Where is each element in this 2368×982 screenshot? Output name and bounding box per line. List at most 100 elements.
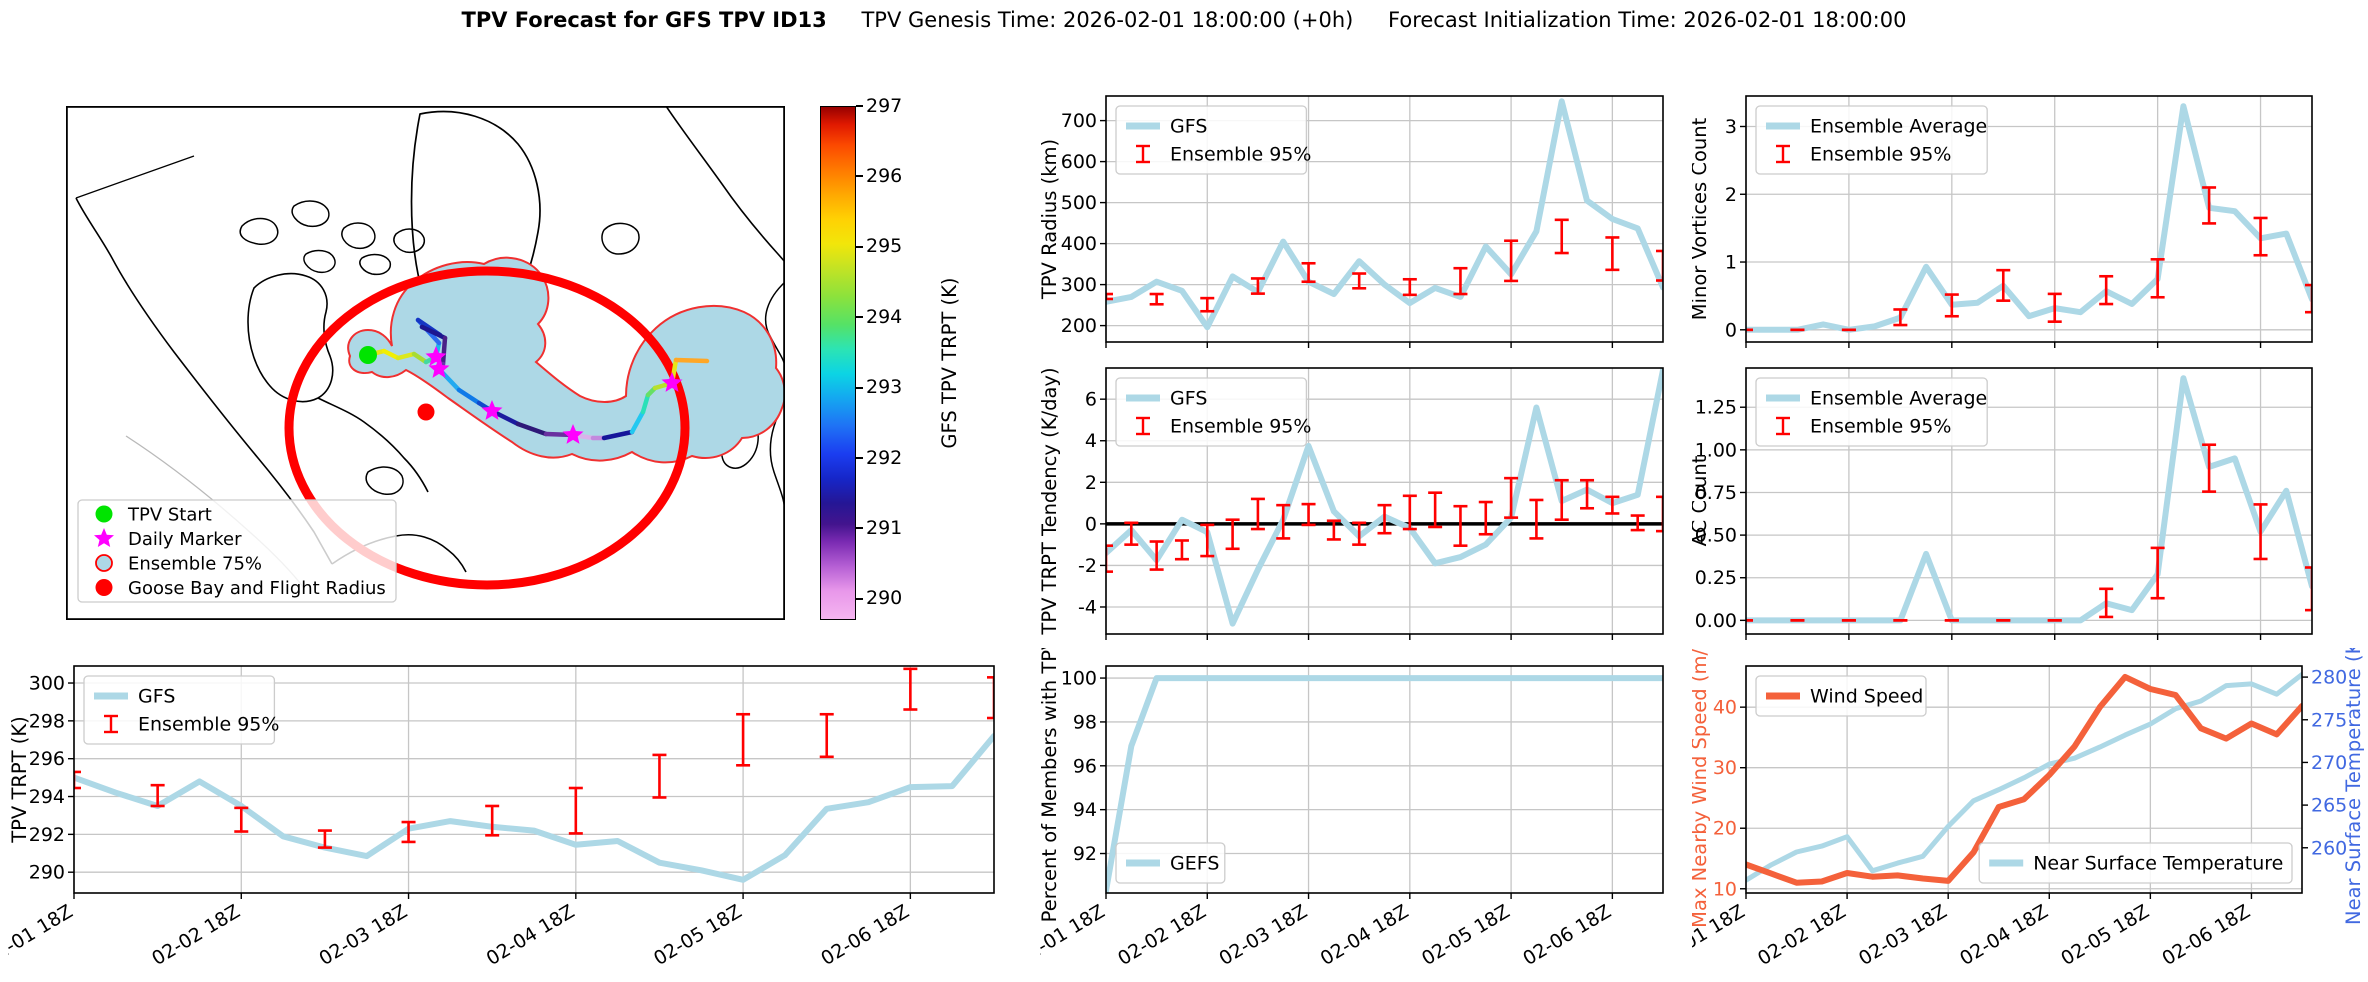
svg-text:96: 96: [1073, 755, 1097, 777]
colorbar-tick-label: 296: [866, 164, 903, 187]
svg-text:02-06 18Z: 02-06 18Z: [817, 900, 913, 970]
svg-text:294: 294: [29, 786, 65, 808]
svg-text:Ensemble 95%: Ensemble 95%: [1170, 416, 1311, 438]
track-map-panel: TPV Start Daily Marker Ensemble 75% Goose B…: [66, 106, 785, 620]
svg-text:Ensemble 75%: Ensemble 75%: [128, 554, 262, 575]
axis-ticks: 200 300 400 500 600 700: [1061, 110, 1614, 348]
colorbar-tick-label: 293: [866, 376, 903, 399]
svg-text:265: 265: [2311, 795, 2347, 817]
tpv-trpt-chart: 290 292 294 296 298 300 02-01 18Z 02-02 18Z 02-0…: [8, 665, 995, 970]
svg-text:Ensemble 95%: Ensemble 95%: [138, 714, 279, 736]
svg-text:0.25: 0.25: [1695, 567, 1737, 589]
colorbar-tick-mark: [856, 245, 863, 248]
series-line: [1746, 103, 2312, 333]
svg-text:292: 292: [29, 824, 65, 846]
title-main: TPV Forecast for GFS TPV ID13: [461, 8, 827, 32]
svg-text:Ensemble 95%: Ensemble 95%: [1810, 144, 1951, 166]
title-init-time: Forecast Initialization Time: 2026-02-01…: [1388, 8, 1907, 32]
svg-text:02-05 18Z: 02-05 18Z: [2057, 900, 2153, 970]
svg-text:Wind Speed: Wind Speed: [1810, 686, 1923, 708]
svg-text:290: 290: [29, 862, 65, 884]
svg-text:92: 92: [1073, 843, 1097, 865]
svg-text:2: 2: [1725, 184, 1737, 206]
svg-text:02-02 18Z: 02-02 18Z: [148, 900, 244, 970]
svg-text:500: 500: [1061, 192, 1097, 214]
y-axis-label: Percent of Members with TPV: [1040, 648, 1061, 922]
svg-text:02-06 18Z: 02-06 18Z: [1519, 900, 1615, 970]
colorbar-tick-mark: [856, 457, 863, 460]
svg-text:02-04 18Z: 02-04 18Z: [483, 900, 579, 970]
svg-text:4: 4: [1085, 430, 1097, 452]
svg-text:02-04 18Z: 02-04 18Z: [1317, 900, 1413, 970]
y-axis-label: Minor Vortices Count: [1692, 117, 1711, 320]
svg-text:400: 400: [1061, 233, 1097, 255]
svg-text:GFS: GFS: [1170, 116, 1207, 138]
colorbar-tick-label: 294: [866, 305, 903, 328]
series-line: [1106, 675, 1663, 893]
svg-text:02-03 18Z: 02-03 18Z: [1855, 900, 1951, 970]
legend: GFS Ensemble 95%: [1115, 377, 1311, 447]
svg-text:20: 20: [1713, 818, 1737, 840]
svg-text:Ensemble 95%: Ensemble 95%: [1810, 416, 1951, 438]
svg-text:-4: -4: [1078, 596, 1097, 618]
svg-text:02-05 18Z: 02-05 18Z: [650, 900, 746, 970]
svg-text:3: 3: [1725, 116, 1737, 138]
legend: Wind Speed: [1755, 675, 1927, 717]
svg-text:700: 700: [1061, 110, 1097, 132]
tpv-start-marker: [359, 346, 377, 364]
svg-text:94: 94: [1073, 799, 1097, 821]
y-axis-label: AC Count: [1692, 455, 1711, 546]
errorbars: [74, 667, 994, 849]
svg-text:0.75: 0.75: [1695, 482, 1737, 504]
y2-axis-label: Near Surface Temperature (K): [2342, 648, 2365, 925]
colorbar-tick-label: 291: [866, 516, 903, 539]
series-line: [1746, 672, 2302, 883]
axis-ticks: -4 -2 0 2 4 6: [1078, 389, 1614, 640]
goose-bay-marker: [417, 403, 435, 421]
title-genesis-time: TPV Genesis Time: 2026-02-01 18:00:00 (+…: [861, 8, 1354, 32]
svg-text:600: 600: [1061, 151, 1097, 173]
y-axis-label: TPV TRPT (K): [8, 716, 31, 844]
svg-text:275: 275: [2311, 709, 2347, 731]
svg-text:296: 296: [29, 748, 65, 770]
map-border: [66, 106, 785, 620]
svg-text:02-06 18Z: 02-06 18Z: [2158, 900, 2254, 970]
svg-text:Ensemble Average: Ensemble Average: [1810, 116, 1987, 138]
svg-text:02-03 18Z: 02-03 18Z: [315, 900, 411, 970]
svg-text:300: 300: [1061, 274, 1097, 296]
series: [1106, 98, 1663, 331]
svg-text:02-05 18Z: 02-05 18Z: [1418, 900, 1514, 970]
coastlines: [75, 106, 785, 589]
colorbar-tick-mark: [856, 105, 863, 107]
svg-text:-2: -2: [1078, 555, 1097, 577]
y-axis-label: TPV TRPT Tendency (K/day): [1040, 367, 1061, 635]
daily-marker-star: [428, 358, 450, 378]
svg-text:GFS: GFS: [1170, 388, 1207, 410]
svg-text:1.00: 1.00: [1695, 439, 1737, 461]
colorbar-tick-label: 297: [866, 94, 903, 117]
legend: Ensemble Average Ensemble 95%: [1755, 377, 1988, 447]
svg-text:40: 40: [1713, 697, 1737, 719]
daily-marker-star: [425, 346, 447, 366]
legend: GFS Ensemble 95%: [83, 675, 279, 745]
flight-radius-circle: [284, 266, 690, 590]
legend: Near Surface Temperature: [1978, 842, 2293, 884]
y-axis-label: Max Nearby Wind Speed (m/s): [1692, 648, 1711, 928]
svg-text:270: 270: [2311, 752, 2347, 774]
daily-marker-star: [481, 400, 503, 420]
svg-text:02-04 18Z: 02-04 18Z: [1956, 900, 2052, 970]
series-line: [1746, 673, 2302, 886]
series: [74, 733, 994, 883]
svg-text:298: 298: [29, 710, 65, 732]
colorbar-tick-mark: [856, 175, 863, 178]
svg-text:300: 300: [29, 673, 65, 695]
colorbar-tick-label: 295: [866, 235, 903, 258]
series-line: [1106, 98, 1663, 331]
svg-text:260: 260: [2311, 837, 2347, 859]
svg-text:TPV Start: TPV Start: [127, 505, 212, 526]
